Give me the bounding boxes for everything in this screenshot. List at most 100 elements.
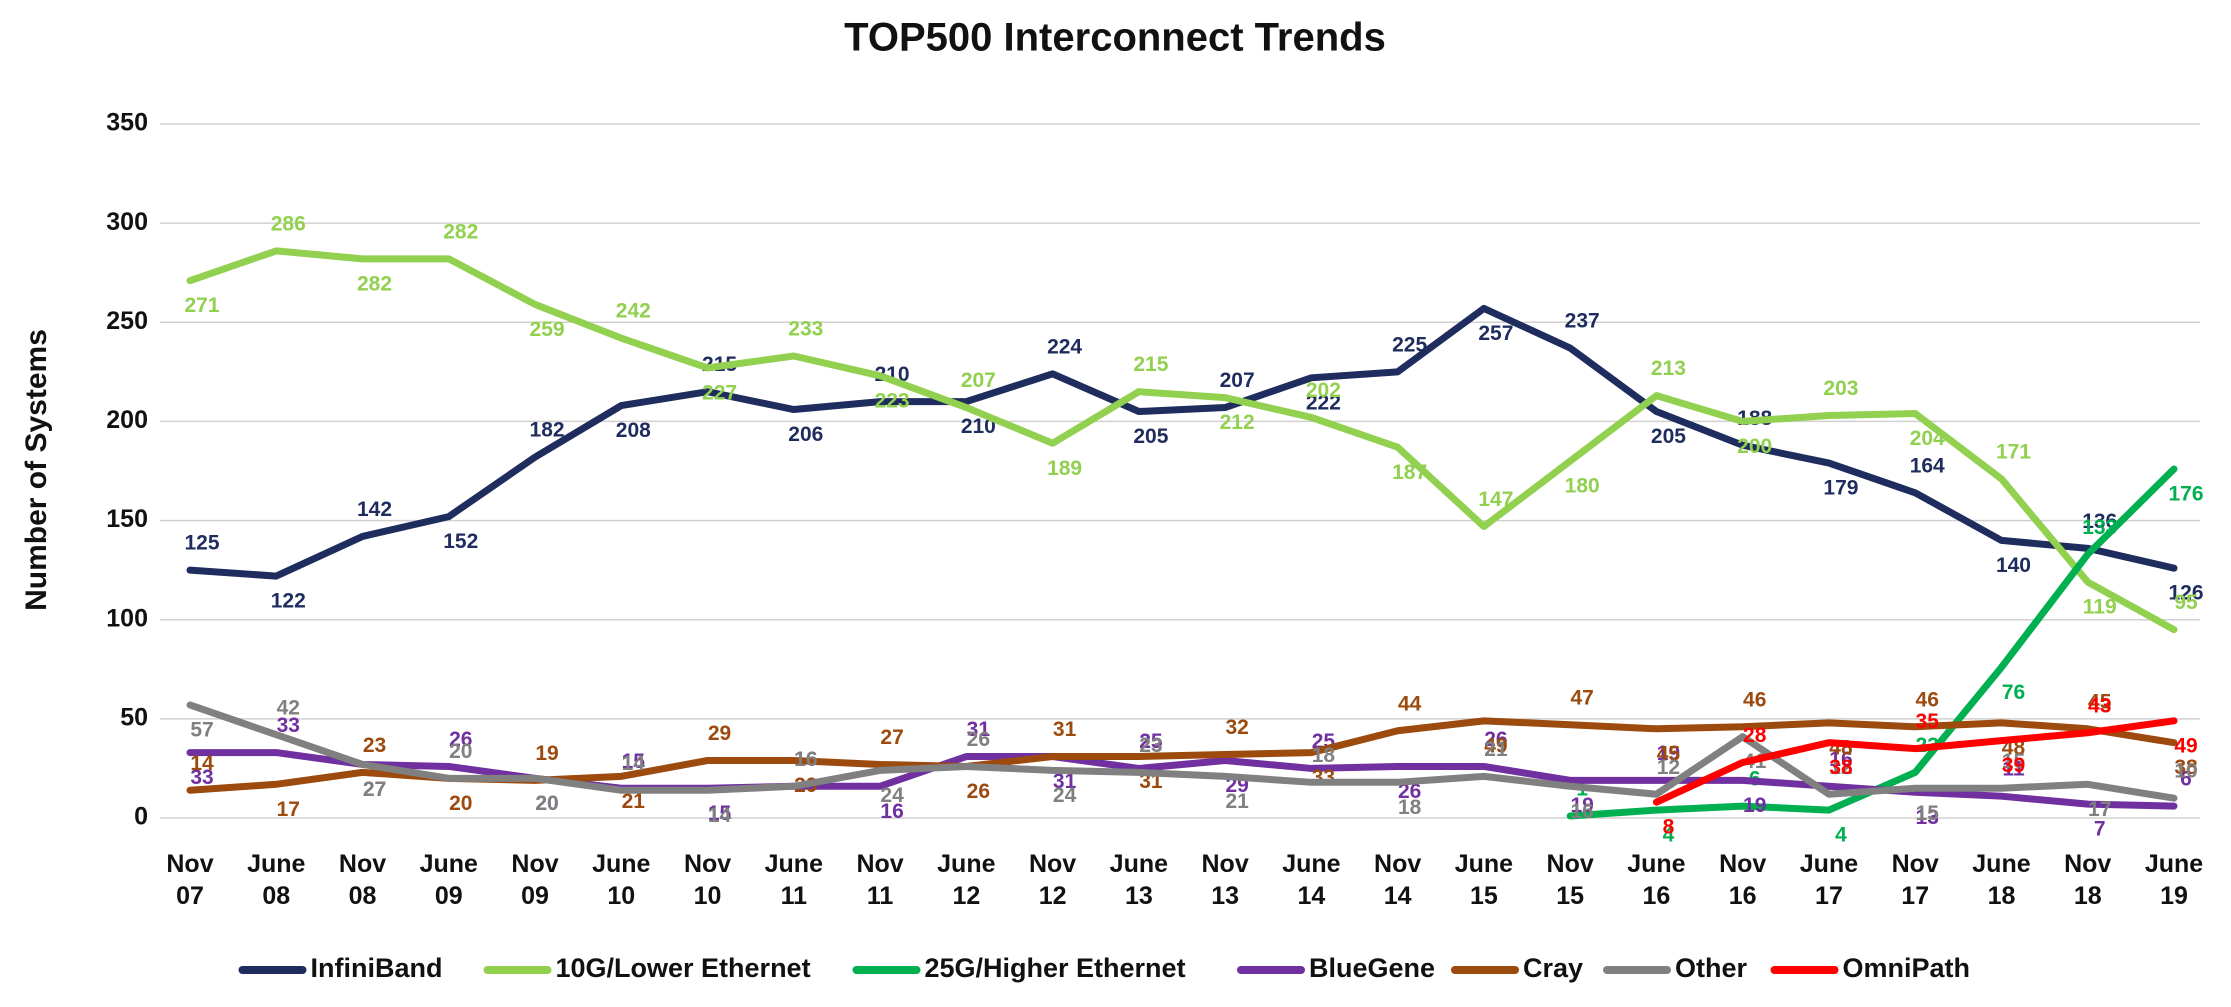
data-label: 203: [1823, 377, 1858, 400]
data-label: 32: [1225, 716, 1248, 739]
data-label: 133: [2082, 516, 2117, 539]
data-label: 39: [2002, 754, 2025, 777]
x-tick-label: June 14: [1282, 850, 1341, 910]
data-label: 205: [1651, 425, 1686, 448]
data-label: 10: [2174, 760, 2197, 783]
data-label: 242: [616, 300, 651, 323]
data-label: 237: [1565, 310, 1600, 333]
data-label: 21: [1225, 790, 1249, 813]
data-label: 142: [357, 498, 392, 521]
data-label: 44: [1398, 692, 1422, 715]
x-tick-label: June 10: [592, 850, 651, 910]
data-label: 206: [788, 423, 823, 446]
chart-title: TOP500 Interconnect Trends: [844, 16, 1386, 60]
legend-label: Cray: [1523, 953, 1583, 983]
data-label: 43: [2088, 694, 2111, 717]
y-axis-label: Number of Systems: [20, 329, 53, 611]
data-label: 171: [1996, 440, 2031, 463]
data-label: 26: [1398, 780, 1421, 803]
data-label: 49: [2174, 734, 2197, 757]
data-label: 15: [622, 750, 646, 773]
data-label: 28: [1743, 724, 1767, 747]
data-label: 46: [1743, 688, 1766, 711]
data-label: 223: [875, 389, 910, 412]
data-label: 224: [1047, 335, 1082, 358]
data-label: 46: [1916, 688, 1939, 711]
data-label: 12: [1657, 756, 1680, 779]
data-label: 19: [535, 742, 558, 765]
x-tick-label: June 15: [1454, 850, 1514, 910]
data-label: 25: [1139, 730, 1163, 753]
data-label: 45: [1657, 742, 1681, 765]
x-tick-label: June 17: [1799, 850, 1859, 910]
data-label: 126: [2168, 582, 2203, 605]
data-label: 215: [1133, 353, 1168, 376]
x-tick-label: June 12: [937, 850, 996, 910]
data-label: 286: [271, 212, 306, 235]
data-label: 12: [1829, 756, 1852, 779]
legend-label: InfiniBand: [311, 953, 443, 983]
data-label: 17: [2088, 798, 2111, 821]
data-label: 21: [622, 790, 646, 813]
data-label: 210: [961, 415, 996, 438]
data-label: 125: [184, 532, 219, 555]
data-label: 136: [2082, 510, 2117, 533]
data-label: 15: [2002, 750, 2026, 773]
data-label: 20: [449, 740, 472, 763]
data-label: 119: [2083, 596, 2117, 619]
data-label: 18: [1312, 744, 1336, 767]
data-label: 19: [1570, 794, 1593, 817]
data-label: 227: [702, 381, 737, 404]
legend-label: 25G/Higher Ethernet: [925, 953, 1186, 983]
data-label: 38: [2174, 756, 2198, 779]
data-label: 42: [277, 696, 300, 719]
data-label: 7: [2094, 818, 2106, 841]
x-tick-label: Nov 15: [1546, 850, 1594, 910]
data-label: 18: [1398, 796, 1422, 819]
data-label: 45: [2088, 690, 2112, 713]
x-tick-label: Nov 09: [511, 850, 559, 910]
x-tick-label: Nov 07: [166, 850, 214, 910]
data-label: 122: [271, 590, 306, 613]
data-label: 176: [2168, 483, 2203, 506]
x-tick-label: June 16: [1627, 850, 1686, 910]
data-label: 19: [1743, 794, 1766, 817]
data-label: 29: [708, 722, 731, 745]
data-label: 8: [1663, 816, 1675, 839]
data-label: 152: [443, 530, 478, 553]
data-label: 202: [1306, 379, 1341, 402]
data-label: 207: [1220, 369, 1255, 392]
x-tick-label: Nov 17: [1891, 850, 1939, 910]
data-label: 31: [1053, 770, 1077, 793]
x-tick-label: Nov 14: [1374, 850, 1422, 910]
data-label: 24: [880, 784, 904, 807]
data-label: 187: [1392, 461, 1427, 484]
x-tick-label: Nov 10: [683, 850, 732, 910]
x-tick-label: Nov 12: [1028, 850, 1077, 910]
data-label: 23: [363, 734, 386, 757]
data-label: 20: [535, 792, 558, 815]
legend-label: 10G/Lower Ethernet: [556, 953, 811, 983]
data-label: 27: [363, 778, 386, 801]
data-label: 233: [788, 318, 823, 341]
x-tick-label: Nov 18: [2064, 850, 2112, 910]
data-label: 222: [1306, 391, 1341, 414]
data-label: 21: [1484, 738, 1508, 761]
data-label: 4: [1835, 824, 1847, 847]
series-line: [186, 247, 2178, 634]
y-tick-label: 50: [120, 703, 148, 731]
series-line: [186, 701, 2178, 802]
data-label: 282: [357, 272, 392, 295]
legend-label: BlueGene: [1309, 953, 1435, 983]
data-label: 147: [1478, 488, 1513, 511]
data-label: 257: [1478, 322, 1513, 345]
data-label: 200: [1737, 435, 1772, 458]
data-label: 38: [1829, 756, 1853, 779]
data-label: 19: [1657, 742, 1680, 765]
data-label: 189: [1047, 457, 1082, 480]
data-label: 179: [1823, 477, 1858, 500]
data-label: 208: [616, 419, 651, 442]
data-label: 13: [1916, 806, 1939, 829]
